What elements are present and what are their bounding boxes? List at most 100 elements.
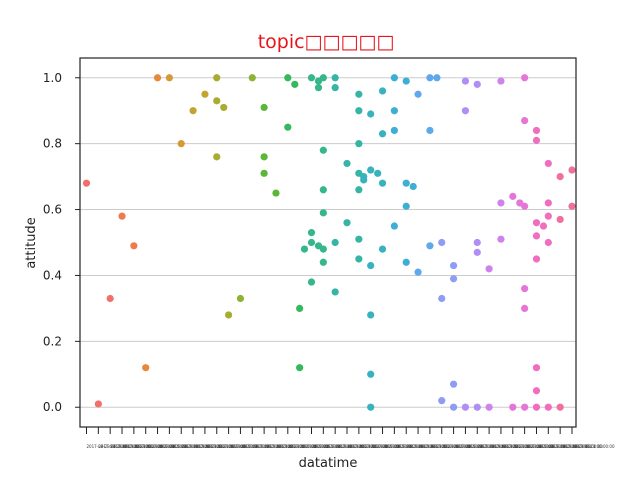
data-point bbox=[497, 77, 505, 85]
x-tick-label: 2017-08-23 00:00:00 bbox=[323, 444, 366, 449]
x-tick-label: 2017-08-23 00:00:00 bbox=[122, 444, 165, 449]
y-axis-ticks: 0.0 0.2 0.4 0.6 0.8 1.0 bbox=[43, 71, 80, 414]
x-tick-label: 2017-08-23 00:00:00 bbox=[87, 444, 130, 449]
data-point bbox=[532, 232, 541, 240]
data-point bbox=[532, 136, 541, 144]
data-point bbox=[378, 130, 387, 138]
data-point bbox=[307, 229, 316, 237]
data-point bbox=[224, 311, 233, 319]
x-tick-label: 2017-08-23 00:00:00 bbox=[572, 444, 615, 449]
data-point bbox=[355, 140, 363, 148]
x-tick-label: 2017-08-23 00:00:00 bbox=[442, 444, 485, 449]
data-point bbox=[165, 74, 173, 82]
data-point bbox=[509, 403, 517, 411]
data-point bbox=[544, 212, 552, 220]
data-point bbox=[331, 238, 339, 247]
data-point bbox=[449, 275, 458, 283]
x-tick-label: 2017-08-23 00:00:00 bbox=[193, 444, 236, 449]
data-point bbox=[532, 255, 541, 263]
data-point bbox=[291, 80, 299, 88]
data-point bbox=[284, 123, 292, 131]
x-tick-label: 2017-08-23 00:00:00 bbox=[536, 444, 579, 449]
x-tick-label: 2017-08-23 00:00:00 bbox=[406, 444, 449, 449]
x-tick-label: 2017-08-23 00:00:00 bbox=[430, 444, 473, 449]
data-point bbox=[568, 202, 576, 210]
data-point bbox=[556, 403, 564, 411]
data-point bbox=[94, 400, 102, 408]
x-tick-label: 2017-08-23 00:00:00 bbox=[465, 444, 508, 449]
x-tick-label: 2017-08-23 00:00:00 bbox=[347, 444, 390, 449]
data-point bbox=[426, 126, 434, 135]
y-tick-label: 1.0 bbox=[43, 71, 62, 85]
x-tick-label: 2017-08-23 00:00:00 bbox=[394, 444, 437, 449]
x-tick-label: 2017-08-23 00:00:00 bbox=[371, 444, 414, 449]
data-point bbox=[360, 176, 368, 184]
data-point bbox=[521, 116, 529, 125]
data-point bbox=[367, 370, 375, 378]
data-point bbox=[260, 169, 268, 177]
y-tick-label: 0.6 bbox=[43, 203, 62, 217]
data-point bbox=[331, 288, 339, 296]
data-point bbox=[319, 258, 327, 266]
x-tick-label: 2017-08-23 00:00:00 bbox=[477, 444, 520, 449]
x-tick-label: 2017-08-23 00:00:00 bbox=[454, 444, 497, 449]
data-point bbox=[130, 242, 138, 250]
data-point bbox=[213, 74, 221, 82]
data-point bbox=[426, 74, 434, 82]
data-point bbox=[307, 278, 316, 286]
data-point bbox=[521, 285, 529, 293]
data-point bbox=[355, 90, 363, 98]
x-tick-label: 2017-08-23 00:00:00 bbox=[169, 444, 212, 449]
data-point bbox=[402, 202, 410, 210]
data-point bbox=[355, 107, 363, 115]
data-point bbox=[461, 77, 470, 85]
data-point bbox=[201, 90, 209, 98]
data-point bbox=[378, 245, 387, 253]
data-point bbox=[118, 212, 126, 220]
data-point bbox=[509, 192, 517, 200]
x-tick-label: 2017-08-23 00:00:00 bbox=[240, 444, 283, 449]
data-point bbox=[461, 107, 470, 115]
data-point bbox=[260, 103, 268, 112]
x-tick-label: 2017-08-23 00:00:00 bbox=[205, 444, 248, 449]
data-point bbox=[367, 110, 375, 118]
data-point bbox=[390, 74, 398, 82]
data-point bbox=[449, 261, 458, 270]
data-point bbox=[532, 126, 541, 135]
data-point bbox=[272, 189, 280, 197]
data-point bbox=[544, 238, 552, 247]
data-point bbox=[473, 248, 481, 256]
data-point bbox=[438, 397, 446, 405]
data-point bbox=[374, 169, 382, 177]
x-tick-label: 2017-08-23 00:00:00 bbox=[359, 444, 402, 449]
data-point bbox=[296, 364, 304, 372]
data-point bbox=[378, 87, 387, 95]
data-point bbox=[284, 74, 292, 82]
x-tick-label: 2017-08-23 00:00:00 bbox=[276, 444, 319, 449]
data-point bbox=[331, 74, 339, 82]
data-point bbox=[485, 403, 493, 411]
data-point bbox=[497, 199, 505, 207]
y-tick-label: 0.0 bbox=[43, 400, 62, 414]
data-point bbox=[331, 84, 339, 92]
x-tick-label: 2017-08-23 00:00:00 bbox=[134, 444, 177, 449]
data-point bbox=[343, 219, 351, 227]
plot-frame bbox=[79, 57, 577, 428]
data-point bbox=[82, 179, 91, 187]
data-point bbox=[544, 199, 552, 207]
data-point bbox=[402, 77, 410, 85]
x-tick-label: 2017-08-23 00:00:00 bbox=[252, 444, 295, 449]
data-point bbox=[409, 182, 417, 191]
data-point bbox=[473, 80, 481, 88]
data-point bbox=[314, 84, 323, 92]
data-point bbox=[296, 304, 304, 312]
data-point bbox=[485, 265, 493, 273]
data-point bbox=[539, 222, 548, 230]
x-tick-label: 2017-08-23 00:00:00 bbox=[418, 444, 461, 449]
data-point bbox=[461, 403, 470, 411]
data-point bbox=[521, 304, 529, 312]
data-point bbox=[556, 215, 564, 224]
data-point bbox=[319, 245, 327, 253]
x-tick-label: 2017-08-23 00:00:00 bbox=[264, 444, 307, 449]
data-point bbox=[390, 107, 398, 115]
